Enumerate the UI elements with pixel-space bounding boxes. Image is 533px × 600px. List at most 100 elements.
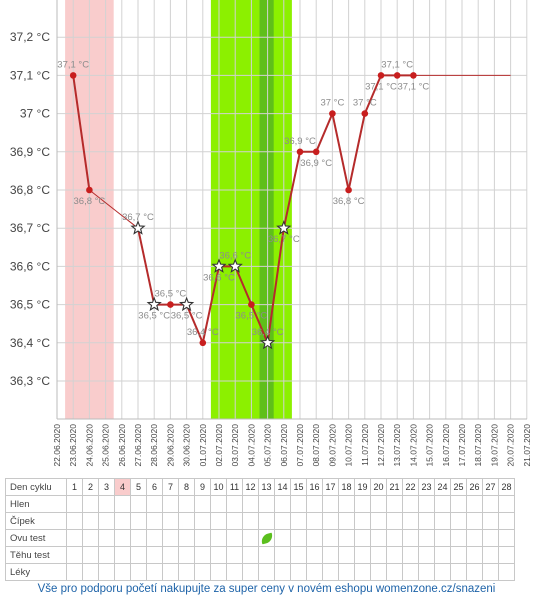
table-cell[interactable]	[370, 495, 387, 513]
table-cell[interactable]	[178, 546, 195, 564]
table-cell[interactable]	[338, 529, 355, 547]
table-cell[interactable]	[450, 546, 467, 564]
table-cell[interactable]	[130, 563, 147, 581]
table-cell[interactable]	[274, 529, 291, 547]
table-cell[interactable]	[98, 512, 115, 530]
table-cell[interactable]	[130, 495, 147, 513]
table-cell[interactable]	[146, 529, 163, 547]
table-cell[interactable]	[242, 495, 259, 513]
table-cell[interactable]	[194, 529, 211, 547]
table-cell[interactable]	[146, 512, 163, 530]
table-cell[interactable]	[210, 546, 227, 564]
table-cell[interactable]	[370, 529, 387, 547]
eshop-link[interactable]: Vše pro podporu početí nakupujte za supe…	[37, 583, 496, 595]
table-cell[interactable]	[146, 495, 163, 513]
table-cell[interactable]	[290, 546, 307, 564]
table-cell[interactable]	[146, 546, 163, 564]
table-cell[interactable]	[258, 546, 275, 564]
table-cell[interactable]	[402, 512, 419, 530]
table-cell[interactable]	[498, 512, 515, 530]
table-cell[interactable]	[338, 563, 355, 581]
table-cell[interactable]	[354, 546, 371, 564]
table-cell[interactable]	[242, 512, 259, 530]
table-cell[interactable]	[338, 512, 355, 530]
table-cell[interactable]	[402, 495, 419, 513]
table-cell[interactable]	[210, 512, 227, 530]
table-cell[interactable]	[210, 563, 227, 581]
table-cell[interactable]	[274, 563, 291, 581]
table-cell[interactable]	[482, 529, 499, 547]
table-cell[interactable]	[354, 563, 371, 581]
table-cell[interactable]	[290, 495, 307, 513]
table-cell[interactable]	[322, 546, 339, 564]
table-cell[interactable]	[450, 563, 467, 581]
table-cell[interactable]	[402, 529, 419, 547]
table-cell[interactable]	[82, 512, 99, 530]
table-cell[interactable]	[386, 546, 403, 564]
table-cell[interactable]	[66, 546, 83, 564]
table-cell[interactable]	[434, 563, 451, 581]
table-cell[interactable]	[306, 529, 323, 547]
table-cell[interactable]	[226, 495, 243, 513]
table-cell[interactable]	[466, 563, 483, 581]
table-cell[interactable]	[354, 512, 371, 530]
table-cell[interactable]	[338, 546, 355, 564]
table-cell[interactable]	[226, 512, 243, 530]
table-cell[interactable]	[66, 495, 83, 513]
table-cell[interactable]	[466, 512, 483, 530]
table-cell[interactable]	[466, 546, 483, 564]
table-cell[interactable]	[130, 512, 147, 530]
table-cell[interactable]	[434, 546, 451, 564]
table-cell[interactable]	[162, 546, 179, 564]
table-cell[interactable]	[210, 529, 227, 547]
table-cell[interactable]	[498, 563, 515, 581]
table-cell[interactable]	[226, 563, 243, 581]
table-cell[interactable]	[498, 495, 515, 513]
table-cell[interactable]	[210, 495, 227, 513]
table-cell[interactable]	[482, 495, 499, 513]
table-cell[interactable]	[386, 529, 403, 547]
table-cell[interactable]	[290, 563, 307, 581]
table-cell[interactable]	[194, 512, 211, 530]
table-cell[interactable]	[162, 529, 179, 547]
table-cell[interactable]	[98, 546, 115, 564]
table-cell[interactable]	[194, 563, 211, 581]
table-cell[interactable]	[274, 546, 291, 564]
table-cell[interactable]	[290, 512, 307, 530]
table-cell[interactable]	[498, 529, 515, 547]
table-cell[interactable]	[242, 529, 259, 547]
table-cell[interactable]	[98, 495, 115, 513]
table-cell[interactable]	[354, 495, 371, 513]
table-cell[interactable]	[114, 495, 131, 513]
table-cell[interactable]	[386, 512, 403, 530]
table-cell[interactable]	[322, 563, 339, 581]
table-cell[interactable]	[434, 529, 451, 547]
table-cell[interactable]	[274, 512, 291, 530]
table-cell[interactable]	[178, 512, 195, 530]
table-cell[interactable]	[274, 495, 291, 513]
table-cell[interactable]	[162, 563, 179, 581]
table-cell[interactable]	[418, 546, 435, 564]
table-cell[interactable]	[402, 546, 419, 564]
table-cell[interactable]	[114, 563, 131, 581]
table-cell[interactable]	[178, 529, 195, 547]
table-cell[interactable]	[146, 563, 163, 581]
table-cell[interactable]	[450, 529, 467, 547]
table-cell[interactable]	[98, 563, 115, 581]
table-cell[interactable]	[98, 529, 115, 547]
table-cell[interactable]	[226, 546, 243, 564]
table-cell[interactable]	[162, 512, 179, 530]
table-cell[interactable]	[66, 512, 83, 530]
table-cell[interactable]	[194, 546, 211, 564]
table-cell[interactable]	[322, 529, 339, 547]
table-cell[interactable]	[82, 495, 99, 513]
table-cell[interactable]	[82, 546, 99, 564]
table-cell[interactable]	[194, 495, 211, 513]
table-cell[interactable]	[418, 512, 435, 530]
table-cell[interactable]	[338, 495, 355, 513]
table-cell[interactable]	[82, 529, 99, 547]
table-cell[interactable]	[114, 529, 131, 547]
table-cell[interactable]	[482, 546, 499, 564]
table-cell[interactable]	[242, 563, 259, 581]
table-cell[interactable]	[466, 495, 483, 513]
